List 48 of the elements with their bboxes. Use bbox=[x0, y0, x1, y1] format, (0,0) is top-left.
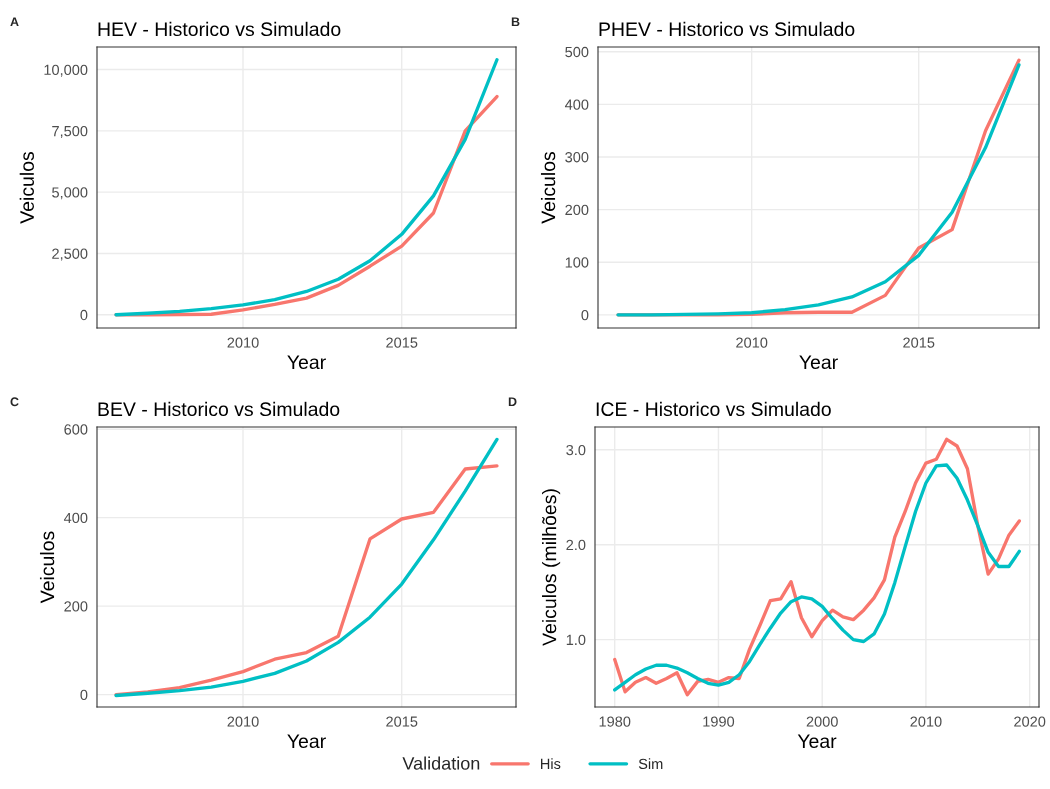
y-tick-label: 200 bbox=[565, 204, 589, 216]
y-tick-label: 200 bbox=[64, 601, 88, 612]
chart-title: HEV - Historico vs Simulado bbox=[98, 21, 341, 37]
text: A bbox=[10, 17, 19, 27]
x-axis-title: Year bbox=[287, 355, 326, 370]
y-tick-label: 10,000 bbox=[44, 64, 88, 77]
y-tick-label: 400 bbox=[63, 512, 88, 524]
text: D bbox=[508, 397, 517, 407]
chart-title: ICE - Historico vs Simulado bbox=[596, 401, 831, 417]
y-axis-title: Veiculos (milhões) bbox=[542, 489, 561, 646]
x-tick-label: 2015 bbox=[386, 716, 418, 727]
y-tick-label: 0 bbox=[80, 689, 88, 701]
x-tick-label: 1980 bbox=[599, 716, 631, 727]
x-tick-label: 2015 bbox=[903, 337, 935, 348]
y-tick-label: 2.0 bbox=[566, 539, 586, 551]
legend-title: Validation bbox=[402, 756, 480, 770]
y-tick-label: 400 bbox=[564, 99, 589, 110]
text: C bbox=[10, 397, 19, 407]
x-axis-title: Year bbox=[797, 734, 837, 749]
x-tick-label: 2010 bbox=[910, 716, 942, 727]
y-axis-title: Veiculos bbox=[19, 151, 34, 224]
y-tick-label: 0 bbox=[80, 309, 88, 321]
text: B bbox=[511, 17, 520, 27]
y-tick-label: 100 bbox=[565, 257, 589, 268]
legend-label: Sim bbox=[638, 758, 663, 770]
x-tick-label: 2010 bbox=[227, 716, 259, 727]
x-tick-label: 2010 bbox=[736, 337, 768, 348]
x-tick-label: 1990 bbox=[703, 716, 735, 727]
y-tick-label: 300 bbox=[565, 152, 589, 163]
y-tick-label: 1.0 bbox=[566, 634, 586, 646]
y-tick-label: 7,500 bbox=[52, 125, 88, 139]
y-tick-label: 3.0 bbox=[566, 444, 586, 456]
legend-label: His bbox=[541, 758, 561, 770]
y-tick-label: 5,000 bbox=[52, 187, 88, 200]
y-axis-title: Veiculos bbox=[540, 151, 556, 224]
x-tick-label: 2020 bbox=[1014, 716, 1046, 727]
x-tick-label: 2000 bbox=[806, 716, 838, 727]
y-tick-label: 600 bbox=[64, 424, 88, 435]
y-tick-label: 2,500 bbox=[52, 248, 88, 261]
x-tick-label: 2015 bbox=[386, 337, 418, 348]
x-axis-title: Year bbox=[287, 734, 326, 749]
x-tick-label: 2010 bbox=[227, 337, 259, 348]
chart-title: BEV - Historico vs Simulado bbox=[98, 401, 340, 417]
x-axis-title: Year bbox=[799, 355, 838, 370]
y-axis-title: Veiculos bbox=[39, 531, 55, 604]
chart-title: PHEV - Historico vs Simulado bbox=[599, 21, 855, 37]
y-tick-label: 500 bbox=[565, 46, 589, 58]
y-tick-label: 0 bbox=[581, 309, 589, 321]
